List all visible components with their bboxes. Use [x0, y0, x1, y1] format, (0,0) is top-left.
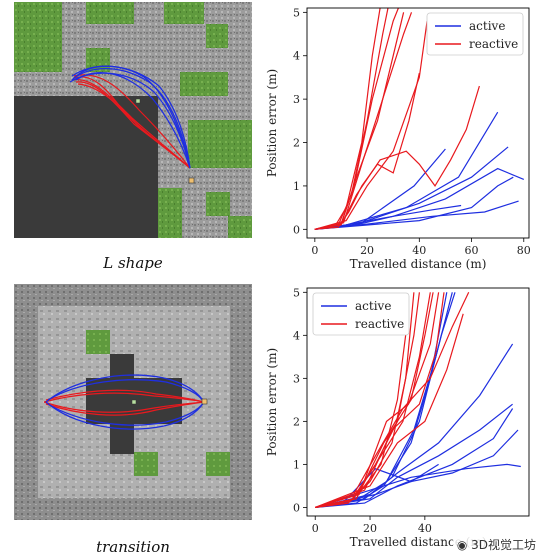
x-axis-label: Travelled distance (m) — [350, 535, 487, 549]
reactive-series-line-5 — [315, 292, 445, 508]
watermark: ◉ 3D视觉工坊 — [452, 535, 540, 554]
map-panel-top — [14, 2, 252, 238]
active-series-line-7 — [315, 408, 514, 508]
y-axis-label: Position error (m) — [265, 69, 279, 177]
reactive-series-line-0 — [314, 8, 381, 230]
active-series-line-3 — [315, 343, 514, 508]
legend-label-active: active — [355, 299, 391, 313]
plot-frame — [306, 7, 530, 239]
transition-map — [14, 284, 252, 520]
y-tick-label: 0 — [293, 501, 300, 514]
x-tick-label: 80 — [517, 244, 531, 257]
reactive-series-line-4 — [315, 292, 440, 508]
reactive-trajectories — [71, 74, 191, 169]
reactive-series-line-3 — [315, 292, 434, 508]
active-series-line-5 — [315, 429, 519, 508]
reactive-series-line-7 — [314, 72, 420, 230]
y-tick-label: 1 — [293, 458, 300, 471]
y-tick-label: 2 — [293, 137, 300, 150]
active-series-line-6 — [314, 176, 514, 230]
y-tick-label: 0 — [293, 223, 300, 236]
reactive-series-line-4 — [314, 12, 413, 230]
reactive-series-line-3 — [314, 12, 405, 230]
map-caption-top: L shape — [103, 254, 163, 272]
x-tick-label: 60 — [465, 244, 479, 257]
y-axis-label: Position error (m) — [265, 348, 279, 456]
x-axis-label: Travelled distance (m) — [350, 257, 487, 271]
active-trajectories-bottom — [45, 374, 205, 430]
legend-label-reactive: reactive — [469, 37, 518, 51]
y-tick-label: 3 — [293, 93, 300, 106]
active-series-line-4 — [315, 403, 513, 508]
active-series-line-2 — [315, 292, 456, 508]
y-tick-label: 3 — [293, 372, 300, 385]
map-caption-bottom: transition — [96, 538, 170, 556]
map-panel-bottom — [14, 284, 252, 520]
x-tick-label: 40 — [412, 244, 426, 257]
error-plot-top: 0 20 40 60 80 0 1 2 3 4 5 Travelled distance (m) Pos… — [265, 6, 531, 271]
active-series-line-6 — [315, 463, 521, 508]
y-tick-label: 5 — [293, 6, 300, 19]
reactive-series-line-8 — [315, 313, 409, 508]
reactive-series-line-5 — [314, 20, 428, 230]
y-tick-label: 1 — [293, 180, 300, 193]
y-tick-label: 4 — [293, 329, 300, 342]
reactive-trajectories-bottom — [43, 389, 205, 416]
y-tick-label: 4 — [293, 50, 300, 63]
watermark-icon: ◉ — [456, 538, 472, 552]
y-tick-label: 5 — [293, 286, 300, 299]
x-tick-label: 20 — [363, 522, 377, 535]
legend: active reactive — [312, 292, 410, 336]
plot-frame — [306, 287, 530, 517]
x-tick-label: 40 — [418, 522, 432, 535]
legend-label-reactive: reactive — [355, 317, 404, 331]
x-tick-label: 0 — [312, 522, 319, 535]
y-tick-label: 2 — [293, 415, 300, 428]
error-plot-bottom: 0 20 40 0 1 2 3 4 5 Travelled distance (m) Positio… — [265, 286, 530, 549]
l-shape-map — [14, 2, 252, 238]
legend: active reactive — [426, 12, 524, 56]
x-tick-label: 20 — [360, 244, 374, 257]
legend-label-active: active — [469, 19, 505, 33]
reactive-series-line-6 — [314, 85, 480, 230]
x-tick-label: 0 — [311, 244, 318, 257]
active-trajectories — [69, 65, 191, 169]
reactive-series-line-7 — [315, 292, 470, 508]
